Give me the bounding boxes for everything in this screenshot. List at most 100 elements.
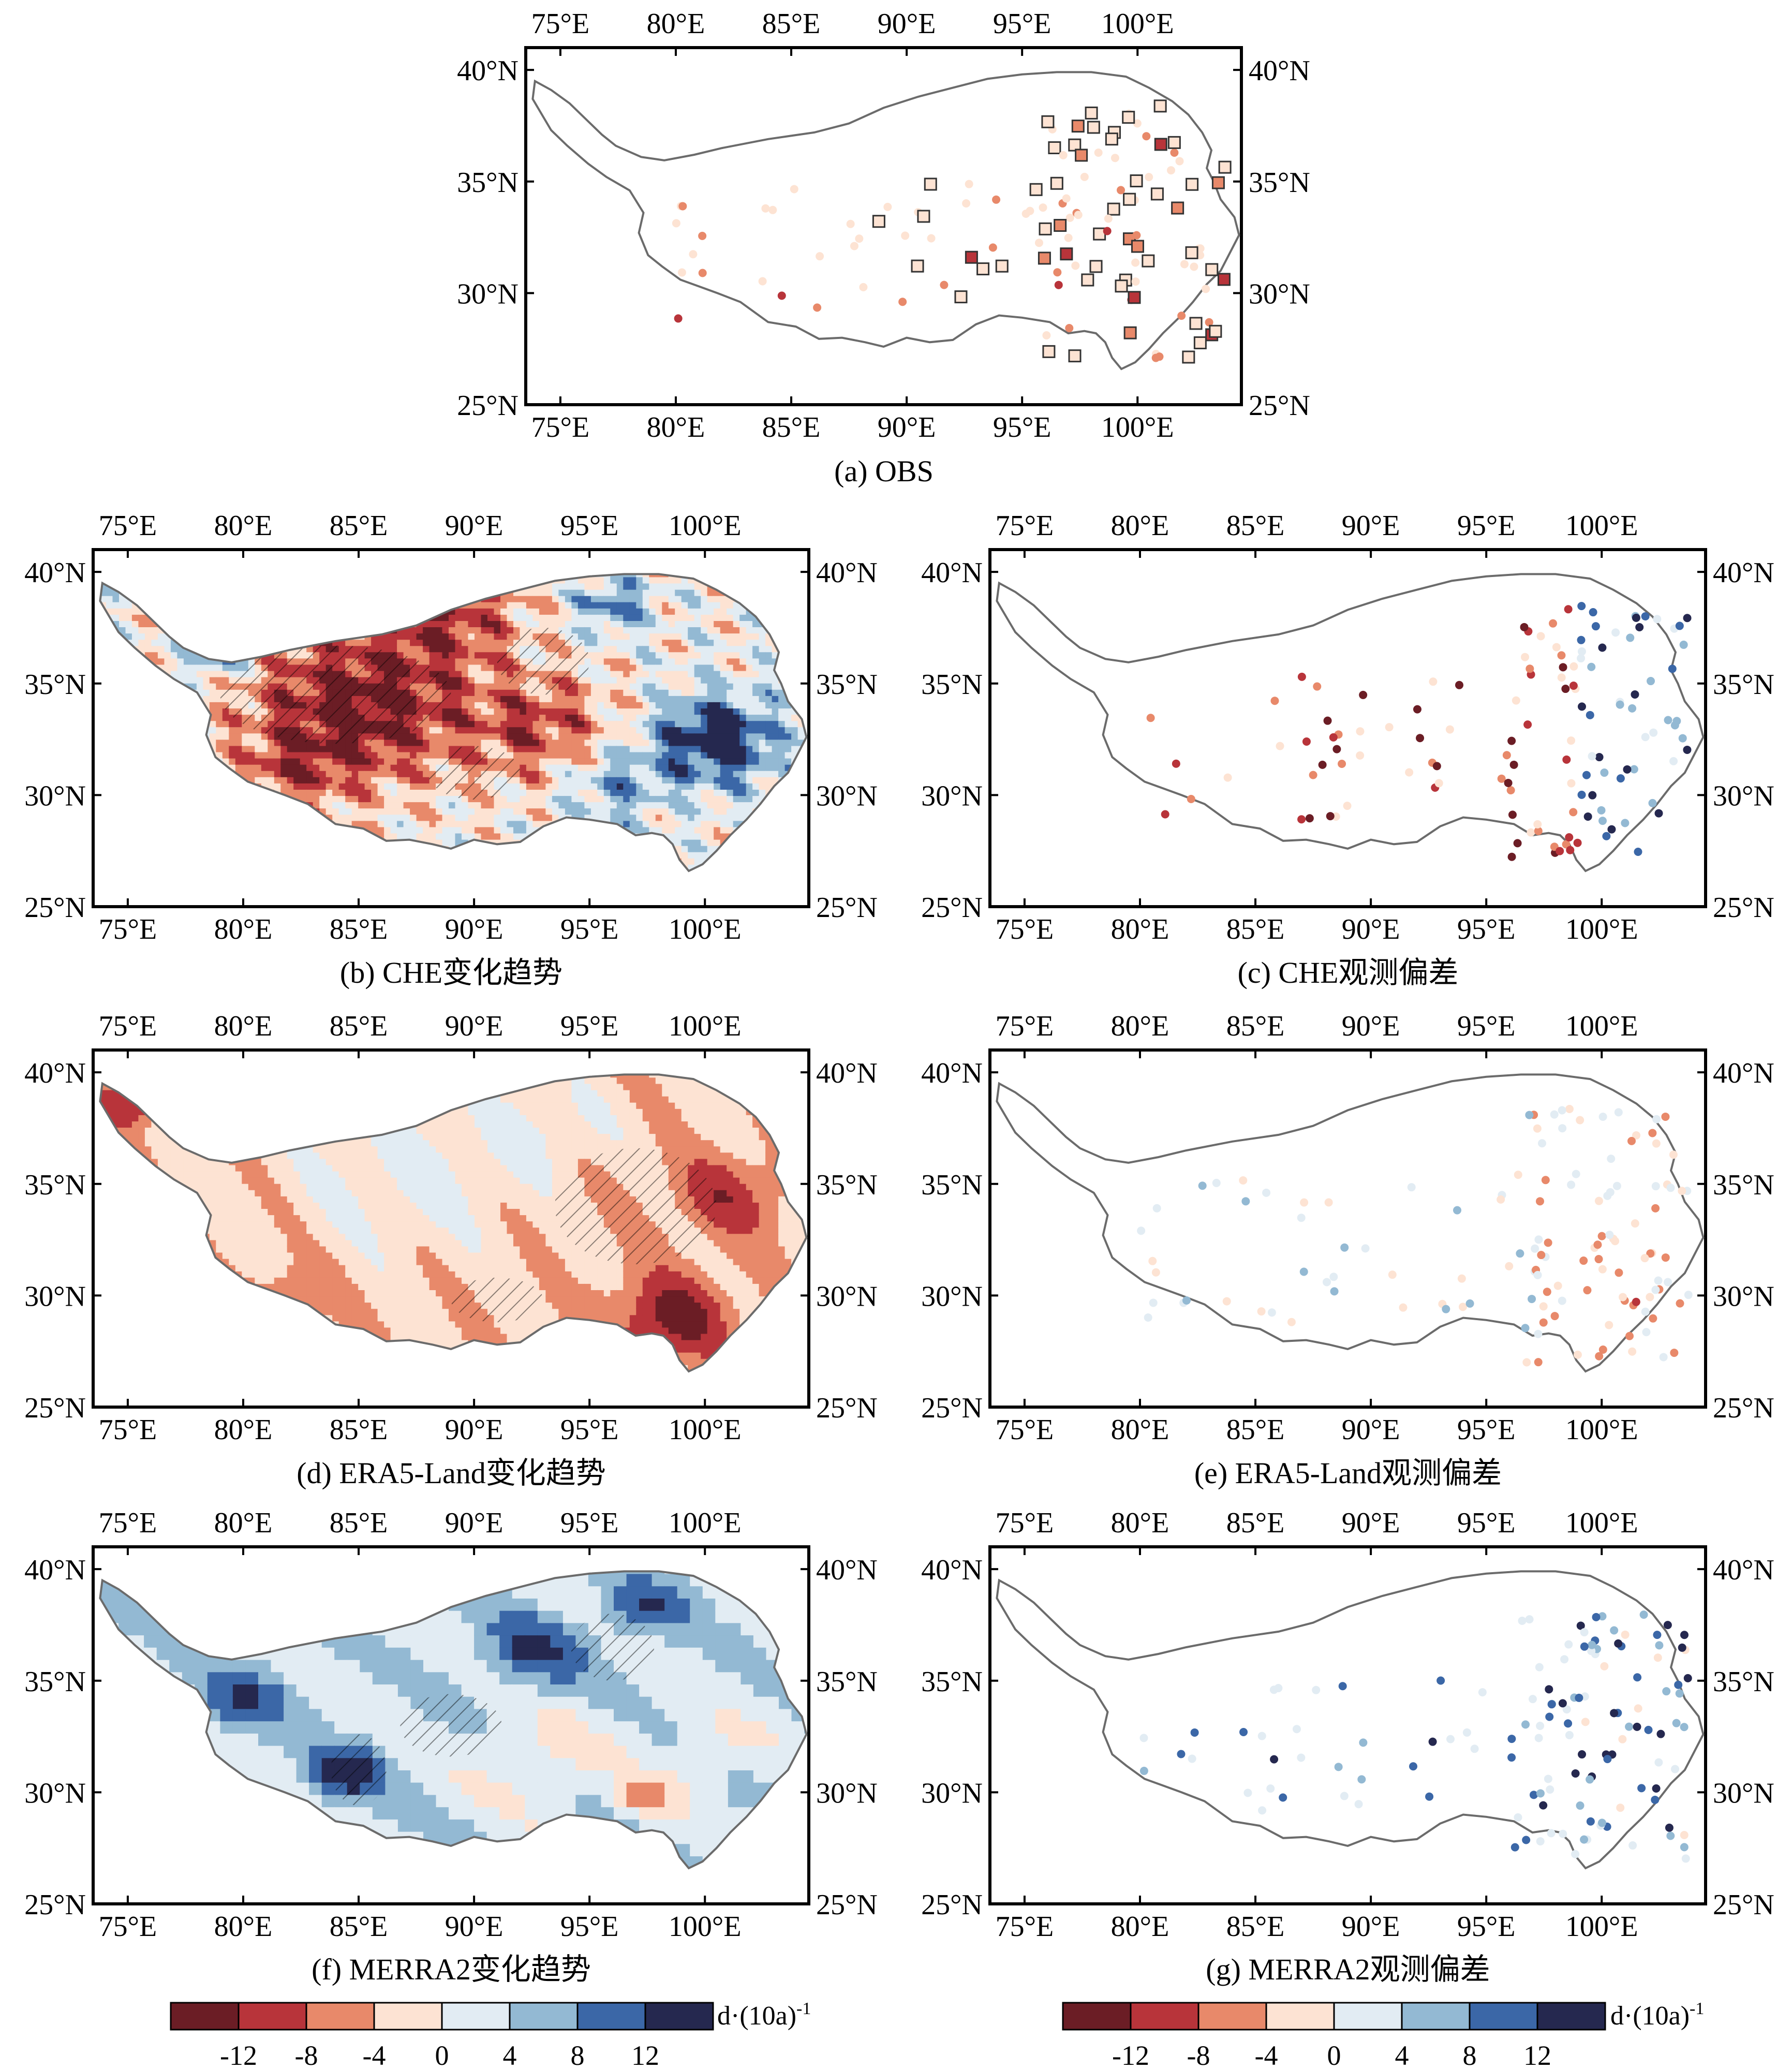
field-cell	[475, 652, 482, 659]
field-cell	[539, 708, 546, 715]
field-cell	[216, 751, 223, 759]
field-cell	[436, 627, 443, 634]
field-cell	[222, 639, 230, 646]
field-cell	[565, 552, 572, 558]
field-cell	[468, 833, 475, 840]
field-cell	[280, 764, 288, 771]
field-cell	[177, 877, 184, 883]
field-cell	[636, 576, 643, 584]
field-cell	[112, 839, 120, 846]
field-cell	[183, 839, 191, 846]
field-cell	[170, 751, 178, 759]
field-cell	[462, 558, 468, 565]
field-cell	[338, 627, 346, 634]
field-cell	[125, 751, 132, 759]
field-cell	[358, 820, 365, 827]
field-cell	[590, 833, 598, 840]
field-cell	[364, 583, 372, 590]
field-cell	[513, 814, 521, 821]
field-cell	[423, 576, 430, 584]
field-cell	[390, 758, 397, 765]
field-cell	[151, 851, 158, 859]
field-cell	[164, 652, 171, 659]
field-cell	[106, 802, 113, 809]
field-cell	[274, 576, 282, 584]
field-cell	[584, 751, 591, 759]
field-cell	[616, 870, 624, 871]
field-cell	[552, 777, 559, 783]
field-cell	[616, 614, 624, 621]
field-cell	[351, 820, 359, 827]
field-cell	[313, 833, 320, 840]
field-cell	[164, 764, 171, 771]
field-cell	[300, 889, 307, 896]
field-cell	[571, 601, 579, 609]
field-cell	[100, 870, 107, 871]
field-cell	[358, 864, 365, 871]
field-cell	[112, 714, 120, 721]
field-cell	[552, 708, 559, 715]
field-cell	[209, 795, 217, 803]
field-cell	[397, 777, 404, 783]
field-cell	[642, 639, 650, 646]
field-cell	[545, 777, 553, 783]
field-cell	[603, 645, 611, 653]
panel-b: 75°E75°E80°E80°E85°E85°E90°E90°E95°E95°E…	[24, 510, 878, 989]
field-cell	[183, 739, 191, 746]
field-cell	[455, 565, 462, 571]
field-cell	[481, 733, 488, 740]
field-cell	[487, 639, 495, 646]
field-cell	[442, 745, 449, 752]
field-cell	[462, 826, 469, 834]
field-cell	[629, 789, 637, 796]
field-cell	[300, 639, 307, 646]
field-cell	[417, 889, 423, 896]
field-cell	[306, 839, 314, 846]
field-cell	[164, 845, 171, 852]
field-cell	[526, 558, 533, 565]
field-cell	[642, 720, 650, 728]
field-cell	[378, 552, 384, 558]
field-cell	[643, 558, 649, 565]
field-cell	[352, 889, 359, 896]
field-cell	[610, 845, 617, 852]
field-cell	[255, 883, 261, 890]
field-cell	[520, 751, 527, 759]
field-cell	[539, 870, 546, 871]
field-cell	[552, 870, 559, 871]
field-cell	[436, 658, 443, 665]
field-cell	[138, 777, 145, 783]
field-cell	[423, 814, 430, 821]
field-cell	[610, 627, 617, 634]
field-cell	[403, 745, 410, 752]
field-cell	[462, 820, 469, 827]
field-cell	[578, 889, 585, 896]
field-cell	[532, 595, 540, 602]
field-cell	[164, 601, 171, 609]
field-cell	[177, 574, 184, 578]
field-cell	[455, 552, 462, 558]
field-cell	[352, 877, 359, 883]
field-cell	[584, 833, 591, 840]
field-cell	[513, 877, 520, 883]
field-cell	[235, 833, 243, 840]
field-cell	[313, 789, 320, 796]
field-cell	[151, 820, 158, 827]
field-cell	[526, 808, 534, 815]
field-cell	[157, 864, 165, 871]
field-cell	[558, 739, 566, 746]
field-cell	[287, 814, 294, 821]
field-cell	[539, 777, 546, 783]
field-cell	[106, 870, 113, 871]
field-cell	[571, 770, 579, 777]
field-cell	[306, 864, 314, 871]
field-cell	[338, 620, 346, 627]
field-cell	[100, 739, 107, 746]
field-cell	[119, 870, 126, 871]
field-cell	[293, 589, 301, 596]
field-cell	[222, 739, 230, 746]
field-cell	[384, 889, 391, 896]
field-cell	[429, 583, 436, 590]
field-cell	[364, 870, 372, 871]
field-cell	[203, 783, 210, 790]
